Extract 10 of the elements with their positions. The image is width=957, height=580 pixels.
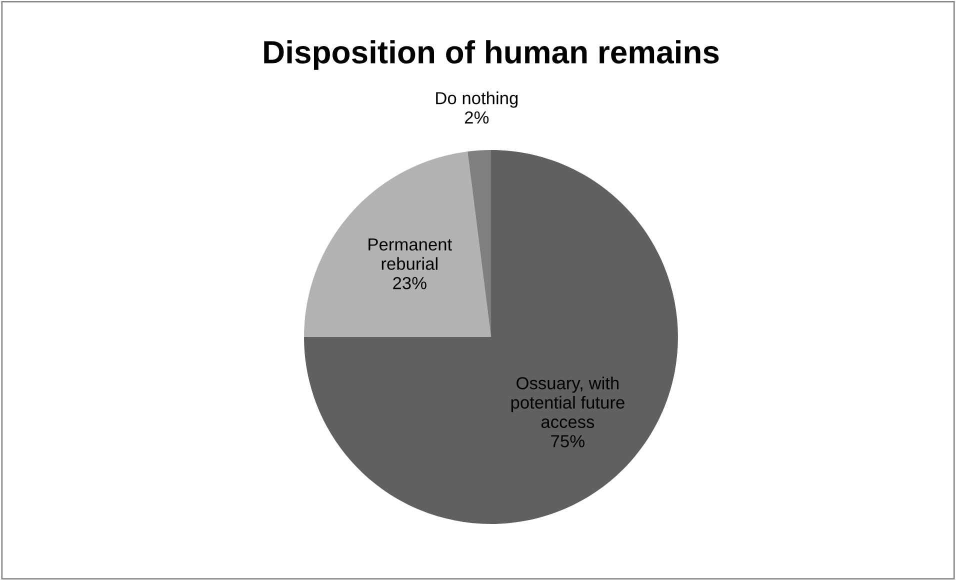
slice-label: Permanent reburial xyxy=(368,238,452,270)
data-label: 75% xyxy=(551,435,584,448)
pie-slice xyxy=(468,150,491,337)
chart-title: Disposition of human remains xyxy=(264,40,719,70)
slice-label: Do nothing xyxy=(436,92,518,108)
data-label: 2% xyxy=(465,111,489,124)
data-label: 23% xyxy=(393,276,426,290)
slice-label: Ossuary, with potential future access xyxy=(511,376,624,428)
pie-slice xyxy=(304,150,678,524)
pie-slice xyxy=(304,151,491,337)
